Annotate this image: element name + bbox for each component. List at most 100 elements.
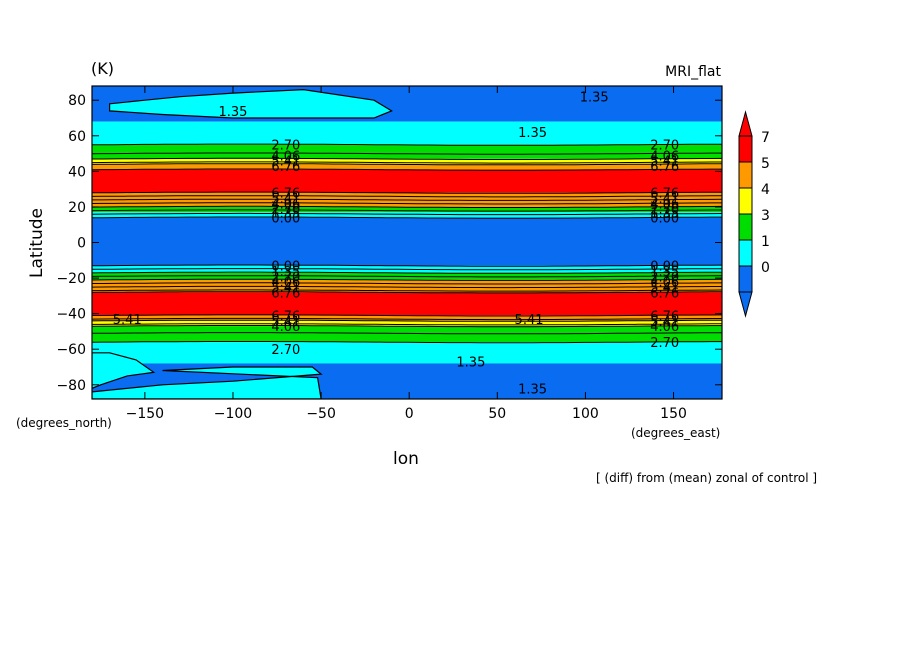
polar-regions bbox=[92, 88, 393, 399]
contour-label-40: 6.76 bbox=[650, 309, 679, 324]
colorbar-segment-3 bbox=[738, 213, 753, 241]
contour-line-1 bbox=[92, 152, 722, 155]
contour-label-42: 4.06 bbox=[650, 320, 679, 335]
y-axis-ticks: −80 −60 −40 −20 0 20 40 60 80 bbox=[56, 93, 722, 394]
colorbar-segment-2 bbox=[738, 187, 753, 215]
contour-label-29: 0.00 bbox=[650, 260, 679, 275]
contour-label-8: 4.06 bbox=[650, 149, 679, 164]
color-band-1 bbox=[92, 121, 722, 145]
x-tick-label-0: −150 bbox=[126, 406, 164, 422]
contour-label-0: 1.35 bbox=[219, 105, 248, 120]
contour-line-19 bbox=[92, 282, 722, 285]
color-bands bbox=[92, 86, 722, 399]
contour-label-4: 4.06 bbox=[271, 149, 300, 164]
contour-label-14: 2.70 bbox=[271, 203, 300, 218]
contour-label-45: 1.35 bbox=[456, 356, 485, 371]
color-band-8 bbox=[92, 212, 722, 218]
contour-label-26: 4.06 bbox=[271, 276, 300, 291]
color-band-2 bbox=[92, 144, 722, 159]
color-band-5 bbox=[92, 169, 722, 193]
contour-label-20: 2.70 bbox=[650, 203, 679, 218]
colorbar-segment-4 bbox=[738, 239, 753, 267]
color-band-9 bbox=[92, 217, 722, 266]
contour-label-23: 0.00 bbox=[271, 260, 300, 275]
x-tick-label-3: 0 bbox=[405, 406, 414, 422]
contour-line-13 bbox=[92, 216, 722, 219]
y-tick-label-8: 80 bbox=[68, 93, 86, 109]
contour-label-2: 1.35 bbox=[518, 126, 547, 141]
contour-label-39: 4.06 bbox=[271, 320, 300, 335]
contour-label-25: 2.70 bbox=[271, 270, 300, 285]
color-band-17 bbox=[92, 342, 722, 364]
contour-label-41: 5.41 bbox=[650, 315, 679, 330]
contour-label-21: 1.35 bbox=[650, 206, 679, 221]
contour-line-17 bbox=[92, 275, 722, 278]
colorbar-label-2: 3 bbox=[761, 208, 770, 224]
x-tick-label-5: 100 bbox=[572, 406, 599, 422]
contour-line-29 bbox=[92, 341, 722, 344]
contour-line-16 bbox=[92, 271, 722, 274]
contour-line-14 bbox=[92, 264, 722, 267]
contour-label-35: 5.41 bbox=[113, 313, 142, 328]
contour-label-1: 1.35 bbox=[580, 91, 609, 106]
contour-line-18 bbox=[92, 278, 722, 281]
contour-line-20 bbox=[92, 285, 722, 289]
contour-line-28 bbox=[92, 332, 722, 335]
contour-label-31: 2.70 bbox=[650, 270, 679, 285]
colorbar-arrow-top bbox=[738, 110, 753, 137]
y-tick-label-4: 0 bbox=[77, 236, 86, 252]
x-tick-label-4: 50 bbox=[488, 406, 506, 422]
contour-label-17: 6.76 bbox=[650, 187, 679, 202]
colorbar-arrow-bottom bbox=[738, 291, 753, 318]
contour-line-9 bbox=[92, 202, 722, 205]
colorbar-label-5: 7 bbox=[761, 130, 770, 146]
contour-label-34: 6.76 bbox=[650, 286, 679, 301]
color-band-15 bbox=[92, 320, 722, 327]
contour-line-3 bbox=[92, 161, 722, 164]
colorbar-segment-1 bbox=[738, 161, 753, 189]
plot-area: 1.351.351.352.704.065.416.762.704.065.41… bbox=[92, 86, 722, 399]
color-band-14 bbox=[92, 315, 722, 321]
contour-line-21 bbox=[92, 289, 722, 292]
y-tick-label-2: −40 bbox=[56, 307, 86, 323]
contour-label-9: 5.41 bbox=[650, 155, 679, 170]
x-tick-label-1: −100 bbox=[214, 406, 252, 422]
south-polar-patch-west bbox=[92, 352, 156, 389]
contour-line-12 bbox=[92, 212, 722, 216]
x-tick-label-2: −50 bbox=[306, 406, 336, 422]
south-polar-patch-mid bbox=[92, 366, 323, 399]
contour-labels: 1.351.351.352.704.065.416.762.704.065.41… bbox=[113, 91, 679, 398]
color-band-7 bbox=[92, 206, 722, 213]
colorbar-label-1: 1 bbox=[761, 234, 770, 250]
x-axis-title: lon bbox=[393, 449, 419, 469]
y-tick-label-3: −20 bbox=[56, 271, 86, 287]
colorbar-segment-5 bbox=[738, 265, 753, 293]
contour-label-37: 6.76 bbox=[271, 309, 300, 324]
y-axis-title: Latitude bbox=[27, 208, 47, 278]
color-band-16 bbox=[92, 326, 722, 343]
y-axis-units: (degrees_north) bbox=[16, 416, 112, 430]
contour-label-38: 5.41 bbox=[271, 315, 300, 330]
contour-line-2 bbox=[92, 157, 722, 160]
contour-line-8 bbox=[92, 198, 722, 201]
contour-label-33: 5.41 bbox=[650, 281, 679, 296]
title-units: (K) bbox=[91, 59, 114, 78]
y-tick-label-6: 40 bbox=[68, 164, 86, 180]
contour-line-22 bbox=[92, 291, 722, 294]
colorbar-segment-0 bbox=[738, 135, 753, 163]
contour-line-26 bbox=[92, 323, 722, 326]
contour-line-25 bbox=[92, 319, 722, 322]
contour-label-46: 1.35 bbox=[518, 382, 547, 397]
color-band-13 bbox=[92, 292, 722, 316]
y-tick-label-5: 20 bbox=[68, 200, 86, 216]
contour-label-32: 4.06 bbox=[650, 276, 679, 291]
contour-label-13: 4.06 bbox=[271, 197, 300, 212]
x-axis-ticks: −150 −100 −50 0 50 100 150 bbox=[126, 86, 687, 422]
contour-label-16: 0.00 bbox=[271, 212, 300, 227]
contour-line-6 bbox=[92, 191, 722, 194]
y-tick-label-1: −60 bbox=[56, 342, 86, 358]
colorbar-label-3: 4 bbox=[761, 182, 770, 198]
contour-line-24 bbox=[92, 317, 722, 321]
y-tick-label-7: 60 bbox=[68, 129, 86, 145]
